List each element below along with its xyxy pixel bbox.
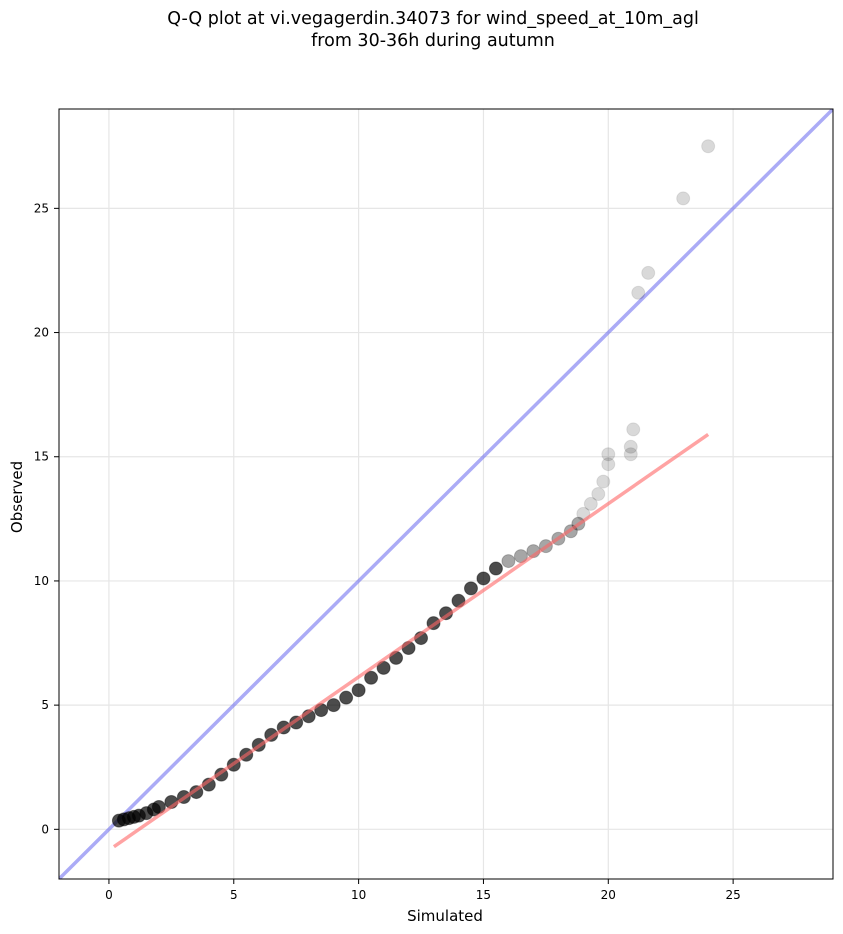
plot-frame bbox=[58, 108, 834, 880]
data-point bbox=[583, 496, 598, 511]
identity-line bbox=[59, 109, 833, 879]
data-points bbox=[111, 139, 716, 828]
data-point bbox=[701, 139, 716, 154]
fit-line-segment bbox=[112, 432, 710, 849]
x-tick-label: 10 bbox=[351, 888, 366, 902]
data-point bbox=[626, 422, 641, 437]
data-point bbox=[463, 581, 478, 596]
data-point bbox=[501, 554, 516, 569]
x-tick-label: 20 bbox=[601, 888, 616, 902]
data-point bbox=[339, 690, 354, 705]
data-point bbox=[676, 191, 691, 206]
data-point bbox=[364, 670, 379, 685]
data-point bbox=[601, 447, 616, 462]
data-point bbox=[601, 457, 616, 472]
x-tick-label: 15 bbox=[476, 888, 491, 902]
x-axis: 0 5 10 15 20 25 bbox=[105, 879, 741, 902]
data-point bbox=[596, 474, 611, 489]
y-tick-label: 0 bbox=[41, 822, 49, 836]
x-axis-label: Simulated bbox=[407, 907, 483, 925]
grid-lines bbox=[59, 109, 833, 879]
data-point bbox=[641, 265, 656, 280]
x-tick-label: 0 bbox=[105, 888, 113, 902]
x-tick-label: 25 bbox=[725, 888, 740, 902]
y-tick-label: 10 bbox=[34, 574, 49, 588]
y-tick-label: 5 bbox=[41, 698, 49, 712]
y-axis-label: Observed bbox=[8, 461, 26, 533]
x-tick-label: 5 bbox=[230, 888, 238, 902]
y-tick-label: 20 bbox=[34, 326, 49, 340]
y-axis: 0 5 10 15 20 25 bbox=[34, 201, 59, 836]
fit-line bbox=[112, 432, 710, 849]
y-tick-label: 25 bbox=[34, 201, 49, 215]
data-point bbox=[591, 487, 606, 501]
data-point bbox=[623, 447, 638, 462]
data-point bbox=[488, 561, 503, 576]
data-point bbox=[623, 439, 638, 454]
data-point bbox=[326, 698, 341, 713]
data-point bbox=[476, 571, 491, 586]
identity-line-segment bbox=[59, 109, 833, 879]
y-tick-label: 15 bbox=[34, 450, 49, 464]
data-point bbox=[631, 285, 646, 300]
chart-title: Q-Q plot at vi.vegagerdin.34073 for wind… bbox=[167, 9, 699, 51]
data-point bbox=[351, 683, 366, 698]
